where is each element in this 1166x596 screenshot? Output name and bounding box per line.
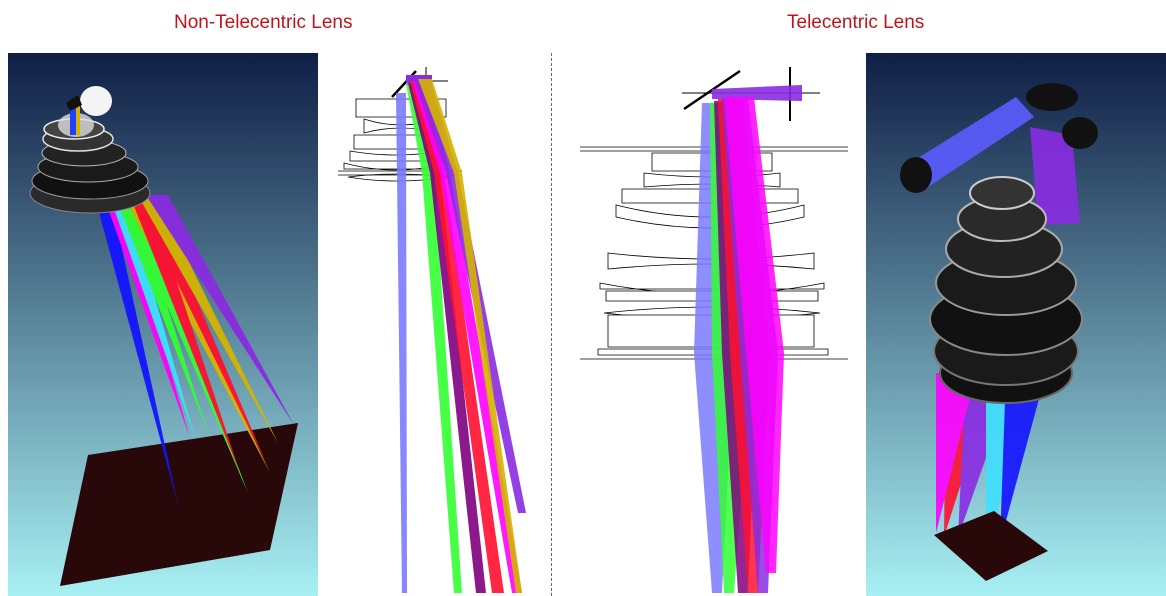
ray-fans <box>936 373 1046 553</box>
non-telecentric-ray-trace <box>326 53 536 596</box>
telecentric-title: Telecentric Lens <box>787 12 925 33</box>
divider <box>551 53 552 596</box>
ray-fans <box>96 195 294 505</box>
traced-rays <box>694 97 784 593</box>
traced-rays <box>396 79 526 593</box>
non-telecentric-title: Non-Telecentric Lens <box>174 12 353 33</box>
image-plane <box>934 511 1048 581</box>
lens-assembly <box>29 86 151 214</box>
image-plane <box>60 423 298 586</box>
fold-arm <box>900 83 1098 225</box>
non-telecentric-3d-render <box>8 53 318 596</box>
telecentric-ray-trace <box>562 53 862 596</box>
telecentric-3d-render <box>866 53 1166 596</box>
lens-assembly <box>929 176 1083 404</box>
